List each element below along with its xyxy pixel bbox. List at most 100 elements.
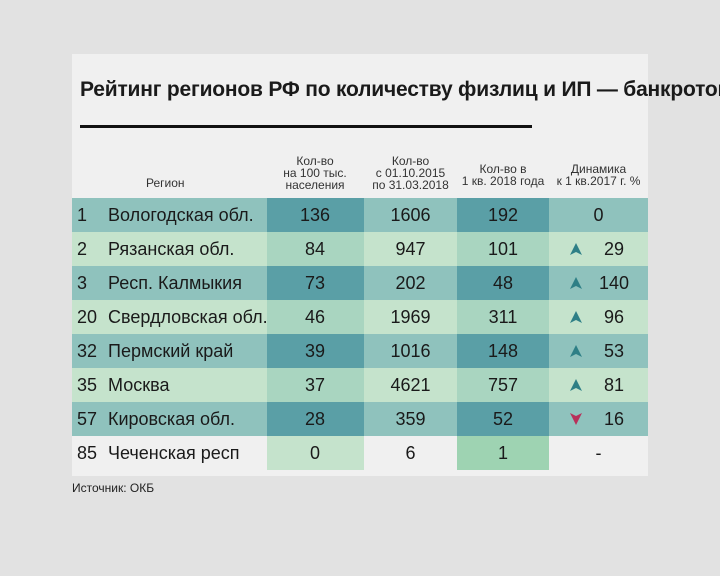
arrow-up-icon [570, 345, 582, 357]
cell-q1: 48 [492, 273, 514, 293]
table-row: 2 Рязанская обл. 84 947 101 29 [72, 232, 648, 266]
cell-q1-bg [457, 368, 549, 402]
cell-rank: 85 [77, 443, 98, 463]
dynamics-value: 53 [603, 341, 625, 361]
source-note: Источник: ОКБ [72, 481, 155, 495]
cell-total-bg [364, 266, 457, 300]
cell-q1-bg [457, 266, 549, 300]
cell-rank: 35 [77, 375, 98, 395]
cell-rank-bg [72, 334, 106, 368]
dynamics-value: 0 [593, 205, 604, 225]
cell-total-bg [364, 232, 457, 266]
cell-q1-bg [457, 334, 549, 368]
cell-dynamics-bg [549, 266, 648, 300]
cell-per-100k-bg [267, 198, 364, 232]
cell-q1: 101 [487, 239, 519, 259]
cell-total-bg [364, 300, 457, 334]
cell-dynamics: 96 [549, 300, 648, 334]
cell-dynamics: 29 [549, 232, 648, 266]
cell-region: Москва [108, 375, 170, 395]
header-region: Регион [146, 176, 185, 190]
table-row: 32 Пермский край 39 1016 148 53 [72, 334, 648, 368]
cell-rank-bg [72, 266, 106, 300]
cell-rank-bg [72, 198, 106, 232]
dynamics-value: 29 [603, 239, 625, 259]
cell-rank-bg [72, 300, 106, 334]
cell-region-bg [106, 266, 267, 300]
cell-region: Свердловская обл. [108, 307, 268, 327]
cell-q1: 192 [487, 205, 519, 225]
cell-total: 947 [395, 239, 426, 259]
cell-q1-bg [457, 436, 549, 470]
cell-region: Рязанская обл. [108, 239, 235, 259]
cell-dynamics: - [549, 436, 648, 470]
cell-rank-bg [72, 368, 106, 402]
title-divider [80, 125, 532, 128]
cell-per-100k-bg [267, 232, 364, 266]
cell-per-100k: 28 [304, 409, 326, 429]
cell-dynamics: 16 [549, 402, 648, 436]
cell-dynamics: 53 [549, 334, 648, 368]
table-row: 1 Вологодская обл. 136 1606 192 0 [72, 198, 648, 232]
dynamics-value: 140 [598, 273, 630, 293]
cell-total-bg [364, 368, 457, 402]
cell-per-100k: 136 [299, 205, 331, 225]
dynamics-value: 81 [603, 375, 625, 395]
arrow-down-icon [570, 413, 582, 425]
cell-total-bg [364, 402, 457, 436]
cell-per-100k: 39 [304, 341, 326, 361]
cell-region-bg [106, 232, 267, 266]
table-row: 85 Чеченская респ 0 6 1 - [72, 436, 648, 470]
cell-q1: 1 [497, 443, 508, 463]
cell-region: Пермский край [108, 341, 234, 361]
header-total: Кол-во с 01.10.2015 по 31.03.2018 [372, 154, 449, 192]
cell-per-100k-bg [267, 334, 364, 368]
cell-per-100k: 0 [309, 443, 320, 463]
cell-dynamics-bg [549, 232, 648, 266]
header-dynamics: Динамика к 1 кв.2017 г. % [556, 162, 641, 188]
cell-total: 359 [395, 409, 426, 429]
cell-region-bg [106, 334, 267, 368]
cell-region: Кировская обл. [108, 409, 235, 429]
cell-q1: 757 [487, 375, 519, 395]
cell-region-bg [106, 402, 267, 436]
cell-rank: 57 [77, 409, 98, 429]
cell-per-100k-bg [267, 436, 364, 470]
cell-dynamics-bg [549, 402, 648, 436]
cell-per-100k-bg [267, 402, 364, 436]
cell-per-100k-bg [267, 300, 364, 334]
dynamics-value: 16 [603, 409, 625, 429]
cell-dynamics-bg [549, 198, 648, 232]
table-row: 57 Кировская обл. 28 359 52 16 [72, 402, 648, 436]
cell-rank: 3 [77, 273, 88, 293]
cell-region: Вологодская обл. [108, 205, 254, 225]
table-row: 20 Свердловская обл. 46 1969 311 96 [72, 300, 648, 334]
cell-rank-bg [72, 232, 106, 266]
cell-per-100k: 37 [304, 375, 326, 395]
cell-total: 4621 [390, 375, 431, 395]
cell-dynamics-bg [549, 368, 648, 402]
cell-per-100k: 46 [304, 307, 326, 327]
cell-region: Чеченская респ [108, 443, 240, 463]
cell-total: 1606 [390, 205, 431, 225]
cell-dynamics: 81 [549, 368, 648, 402]
cell-total: 6 [405, 443, 416, 463]
arrow-up-icon [570, 379, 582, 391]
cell-total: 1969 [390, 307, 431, 327]
cell-rank: 1 [77, 205, 88, 225]
cell-q1-bg [457, 300, 549, 334]
dynamics-value: 96 [603, 307, 625, 327]
arrow-up-icon [570, 277, 582, 289]
cell-dynamics-bg [549, 334, 648, 368]
cell-region-bg [106, 300, 267, 334]
cell-region: Респ. Калмыкия [108, 273, 242, 293]
table-row: 35 Москва 37 4621 757 81 [72, 368, 648, 402]
cell-total-bg [364, 334, 457, 368]
page-title: Рейтинг регионов РФ по количеству физлиц… [80, 78, 720, 101]
dynamics-value: - [595, 443, 602, 463]
cell-q1: 311 [488, 307, 518, 327]
cell-region-bg [106, 198, 267, 232]
cell-total-bg [364, 198, 457, 232]
cell-q1-bg [457, 402, 549, 436]
cell-q1: 148 [487, 341, 519, 361]
